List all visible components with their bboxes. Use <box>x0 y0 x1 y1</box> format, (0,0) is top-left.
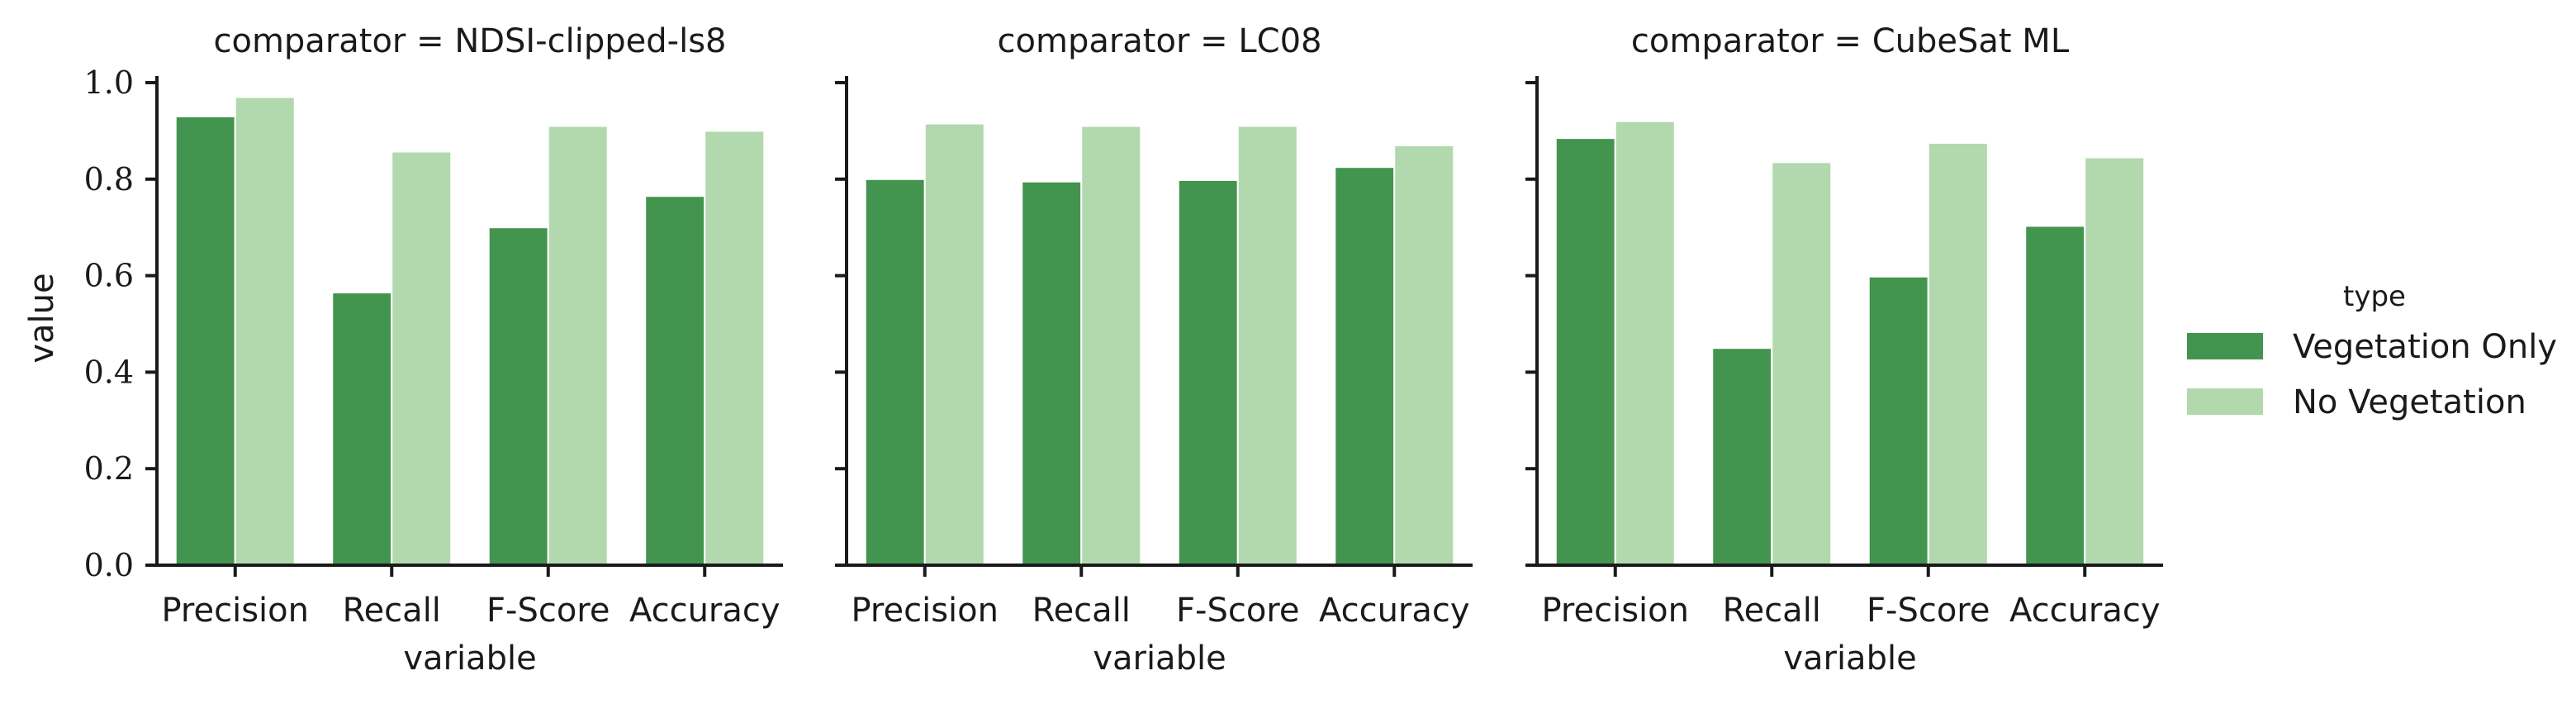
bar-no-vegetation-f-score <box>1236 125 1298 566</box>
panel-title: comparator = CubeSat ML <box>1631 22 2070 60</box>
bar-vegetation-only-accuracy <box>644 195 706 567</box>
x-axis-label: variable <box>1783 640 1916 678</box>
x-tick-label-precision: Precision <box>162 592 309 630</box>
bar-no-vegetation-precision <box>1614 120 1676 567</box>
bar-no-vegetation-recall <box>1771 161 1833 567</box>
x-tick-label-recall: Recall <box>1723 592 1821 630</box>
bar-no-vegetation-f-score <box>1927 142 1989 566</box>
bar-no-vegetation-accuracy <box>1393 144 1455 566</box>
x-axis-label: variable <box>1093 640 1226 678</box>
bar-no-vegetation-accuracy <box>704 130 766 566</box>
y-tick-label: 0.6 <box>84 258 134 294</box>
bar-vegetation-only-recall <box>331 292 393 566</box>
bar-vegetation-only-f-score <box>1177 178 1239 567</box>
bar-no-vegetation-accuracy <box>2084 156 2146 567</box>
bar-vegetation-only-precision <box>1554 137 1616 567</box>
legend-entry-no-vegetation: No Vegetation <box>2293 383 2526 421</box>
bar-no-vegetation-recall <box>391 150 453 566</box>
y-tick-label: 0.4 <box>84 354 134 390</box>
x-tick-label-precision: Precision <box>852 592 999 630</box>
bar-vegetation-only-recall <box>1711 347 1773 566</box>
panel-3: comparator = CubeSat ML Precision Recall F-… <box>1525 22 2163 678</box>
bar-no-vegetation-recall <box>1080 125 1142 566</box>
legend-title: type <box>2343 280 2406 313</box>
legend: type Vegetation Only No Vegetation <box>2187 280 2557 421</box>
panel-1: comparator = NDSI-clipped-ls8 0.0 0.2 0.4 0.… <box>84 22 783 678</box>
x-tick-label-accuracy: Accuracy <box>629 592 780 630</box>
legend-swatch-no-vegetation <box>2187 388 2263 415</box>
y-tick-label: 0.0 <box>84 547 134 583</box>
panel-2: comparator = LC08 Precision Recall F-Score A… <box>835 22 1473 678</box>
bar-no-vegetation-f-score <box>547 125 609 566</box>
x-tick-label-recall: Recall <box>343 592 441 630</box>
bar-no-vegetation-precision <box>923 122 985 566</box>
x-tick-label-accuracy: Accuracy <box>1319 592 1470 630</box>
panel-title: comparator = NDSI-clipped-ls8 <box>213 22 726 60</box>
x-tick-label-precision: Precision <box>1542 592 1689 630</box>
y-tick-label: 1.0 <box>84 64 134 101</box>
x-tick-label-f-score: F-Score <box>1867 592 1990 630</box>
x-tick-label-accuracy: Accuracy <box>2009 592 2161 630</box>
bar-vegetation-only-f-score <box>1867 275 1929 566</box>
x-tick-label-f-score: F-Score <box>1176 592 1299 630</box>
x-tick-label-f-score: F-Score <box>486 592 610 630</box>
chart-panels: comparator = NDSI-clipped-ls8 0.0 0.2 0.4 0.… <box>84 22 2163 678</box>
bar-vegetation-only-recall <box>1021 180 1083 566</box>
bar-vegetation-only-f-score <box>487 226 549 566</box>
bar-vegetation-only-precision <box>864 178 926 567</box>
x-tick-label-recall: Recall <box>1032 592 1131 630</box>
y-tick-label: 0.2 <box>84 450 134 487</box>
bar-no-vegetation-precision <box>234 96 296 566</box>
x-axis-label: variable <box>403 640 536 678</box>
y-axis-label: value <box>23 273 61 363</box>
y-tick-label: 0.8 <box>84 161 134 197</box>
legend-entry-vegetation-only: Vegetation Only <box>2293 328 2557 366</box>
panel-title: comparator = LC08 <box>998 22 1322 60</box>
bar-vegetation-only-precision <box>174 115 236 566</box>
bar-vegetation-only-accuracy <box>1334 166 1396 566</box>
legend-swatch-vegetation-only <box>2187 333 2263 359</box>
bar-vegetation-only-accuracy <box>2024 225 2086 566</box>
